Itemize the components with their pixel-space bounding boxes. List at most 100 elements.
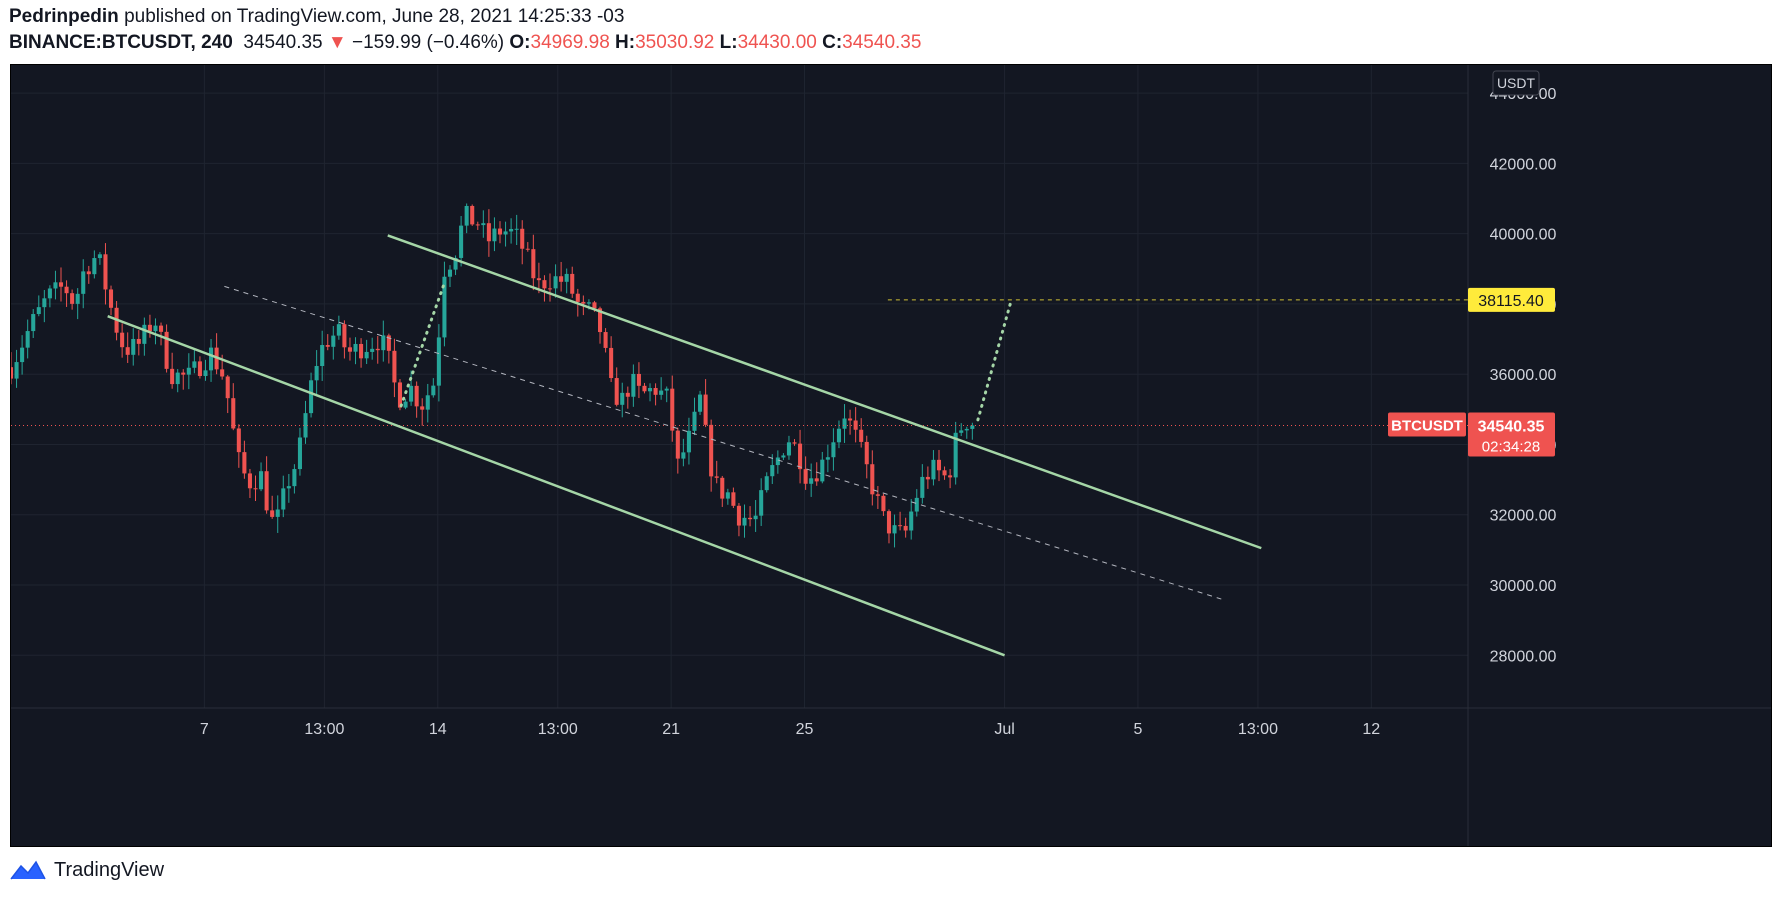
candle-body xyxy=(47,288,52,299)
price-change: −159.99 (−0.46%) xyxy=(352,32,505,53)
candle-body xyxy=(231,398,236,429)
candle-body xyxy=(936,459,942,471)
candle-body xyxy=(781,455,786,458)
candle-body xyxy=(536,278,541,281)
candle-body xyxy=(564,273,569,282)
candle-body xyxy=(453,257,458,270)
candle-body xyxy=(720,477,725,499)
candle-body xyxy=(825,457,830,460)
candle-body xyxy=(403,401,408,408)
candle-body xyxy=(11,367,14,379)
candle-body xyxy=(475,224,480,226)
candle-body xyxy=(848,418,853,421)
candle-body xyxy=(875,494,880,496)
candle-body xyxy=(259,471,264,490)
candle-body xyxy=(147,324,152,332)
candle-body xyxy=(725,492,730,499)
x-tick-label: 13:00 xyxy=(1238,721,1278,738)
candle-body xyxy=(286,486,291,489)
candle-body xyxy=(898,525,903,527)
candle-body xyxy=(131,338,136,355)
x-tick-label: 5 xyxy=(1133,721,1142,738)
candle-body xyxy=(242,452,247,474)
candle-body xyxy=(370,348,375,352)
candle-body xyxy=(586,302,591,304)
open-value: 34969.98 xyxy=(530,32,610,53)
candle-body xyxy=(748,517,753,520)
candle-body xyxy=(136,338,141,344)
candle-body xyxy=(497,228,503,235)
candle-body xyxy=(447,269,453,277)
symbol-tag-badge xyxy=(1388,412,1466,437)
candle-body xyxy=(20,347,25,363)
publish-info: published on TradingView.com, June 28, 2… xyxy=(124,6,625,27)
candle-body xyxy=(186,367,191,375)
candle-body xyxy=(81,271,86,294)
candle-body xyxy=(486,223,491,242)
candle-body xyxy=(909,511,914,531)
candle-body xyxy=(736,505,741,526)
candle-body xyxy=(436,337,441,386)
candle-body xyxy=(397,382,403,408)
candle-body xyxy=(664,388,669,391)
candle-body xyxy=(75,293,80,304)
candle-body xyxy=(842,418,847,429)
candle-body xyxy=(236,428,241,453)
x-tick-label: 7 xyxy=(200,721,209,738)
candle-body xyxy=(881,495,886,512)
candle-body xyxy=(914,497,919,512)
target-price-label: 38115.40 xyxy=(1478,293,1544,310)
candle-body xyxy=(175,372,180,385)
candle-body xyxy=(86,271,91,275)
candle-body xyxy=(14,362,19,379)
candle-body xyxy=(425,395,430,410)
candle-body xyxy=(964,428,969,431)
candle-body xyxy=(742,517,747,526)
candle-body xyxy=(42,298,47,308)
candle-body xyxy=(714,476,719,478)
candle-body xyxy=(686,430,691,453)
candle-body xyxy=(492,228,497,242)
candle-body xyxy=(547,288,553,290)
candle-body xyxy=(108,289,114,308)
candle-body xyxy=(331,335,336,347)
channel-upper-line xyxy=(387,234,1262,550)
high-label: H: xyxy=(615,32,636,53)
candle-body xyxy=(542,280,547,289)
candle-body xyxy=(514,228,519,230)
author-name[interactable]: Pedrinpedin xyxy=(9,6,119,27)
chart-frame[interactable]: 28000.0030000.0032000.0034000.0036000.00… xyxy=(10,64,1772,847)
candle-body xyxy=(692,411,697,431)
candle-body xyxy=(275,509,280,517)
candle-body xyxy=(159,325,164,332)
candle-body xyxy=(464,205,469,226)
candle-body xyxy=(525,248,530,250)
candle-body xyxy=(931,459,936,480)
candle-body xyxy=(792,442,797,444)
candle-body xyxy=(764,476,769,491)
candle-body xyxy=(609,347,614,379)
candle-body xyxy=(375,348,380,351)
candle-body xyxy=(553,276,558,289)
candle-body xyxy=(470,205,475,225)
candle-body xyxy=(570,273,575,294)
close-value: 34540.35 xyxy=(842,32,922,53)
candle-body xyxy=(125,347,130,355)
candle-body xyxy=(442,276,447,338)
candle-body xyxy=(886,511,892,534)
candle-body xyxy=(459,225,464,258)
candle-body xyxy=(798,443,803,470)
price-chart[interactable]: 28000.0030000.0032000.0034000.0036000.00… xyxy=(11,65,1771,846)
candle-body xyxy=(197,361,202,377)
candle-body xyxy=(203,370,208,377)
candle-body xyxy=(636,373,641,386)
candle-body xyxy=(181,372,186,375)
candle-body xyxy=(920,476,925,498)
candle-body xyxy=(247,473,252,489)
candle-body xyxy=(631,373,636,397)
high-value: 35030.92 xyxy=(635,32,715,53)
candle-body xyxy=(509,229,514,232)
candle-body xyxy=(353,343,358,352)
candle-body xyxy=(698,394,703,412)
symbol-name: BINANCE:BTCUSDT, 240 xyxy=(9,32,233,53)
